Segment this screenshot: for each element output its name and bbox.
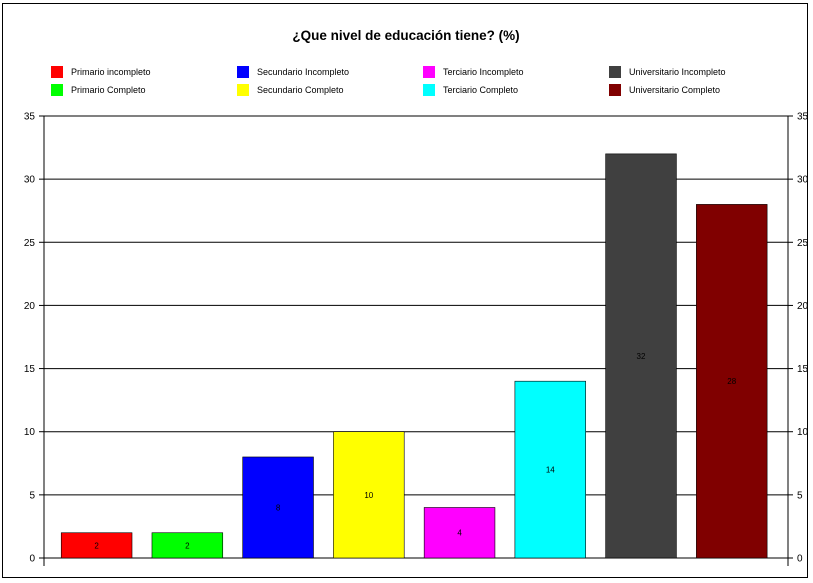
bar-value-label: 28 [727, 377, 736, 386]
y-tick-label-right: 20 [797, 301, 809, 312]
legend-label: Universitario Completo [629, 85, 721, 95]
y-tick-label-right: 30 [797, 175, 809, 186]
bar-6 [514, 380, 586, 559]
legend-swatch [237, 66, 249, 78]
bar-value-label: 32 [637, 352, 646, 361]
y-tick-label-left: 10 [24, 427, 36, 438]
chart-frame: ¿Que nivel de educación tiene? (%) Prima… [2, 3, 809, 578]
legend-swatch [609, 84, 621, 96]
y-tick-label-left: 20 [24, 301, 36, 312]
bar-5 [423, 507, 496, 559]
legend-label: Primario incompleto [71, 67, 151, 77]
bar-7 [605, 153, 677, 559]
legend-swatch [237, 84, 249, 96]
legend-label: Terciario Completo [443, 85, 519, 95]
legend-swatch [609, 66, 621, 78]
y-tick-label-right: 25 [797, 238, 809, 249]
bar-value-label: 8 [276, 503, 281, 512]
legend-swatch [51, 66, 63, 78]
legend-swatch [423, 84, 435, 96]
chart-title: ¿Que nivel de educación tiene? (%) [292, 28, 520, 43]
legend-label: Universitario Incompleto [629, 67, 726, 77]
bar-1 [60, 532, 133, 559]
legend-swatch [51, 84, 63, 96]
legend-swatch [423, 66, 435, 78]
bar-2 [151, 532, 224, 559]
bar-8 [696, 204, 768, 559]
bar-4 [333, 431, 405, 559]
y-tick-label-left: 30 [24, 175, 36, 186]
legend-label: Secundario Completo [257, 85, 344, 95]
bar-value-label: 2 [94, 541, 99, 550]
bar-value-label: 2 [185, 541, 190, 550]
y-tick-label-right: 35 [797, 112, 809, 123]
legend-label: Terciario Incompleto [443, 67, 524, 77]
bar-3 [242, 456, 314, 559]
legend-label: Primario Completo [71, 85, 146, 95]
bar-value-label: 10 [364, 491, 373, 500]
y-tick-label-left: 35 [24, 112, 36, 123]
legend-label: Secundario Incompleto [257, 67, 350, 77]
y-tick-label-right: 15 [797, 364, 809, 375]
y-tick-label-left: 0 [29, 554, 35, 565]
y-tick-label-left: 5 [29, 490, 35, 501]
y-tick-label-right: 5 [797, 490, 803, 501]
bar-value-label: 4 [457, 529, 462, 538]
y-tick-label-left: 25 [24, 238, 36, 249]
y-tick-label-right: 10 [797, 427, 809, 438]
y-tick-label-right: 0 [797, 554, 803, 565]
bar-value-label: 14 [546, 466, 555, 475]
y-tick-label-left: 15 [24, 364, 36, 375]
